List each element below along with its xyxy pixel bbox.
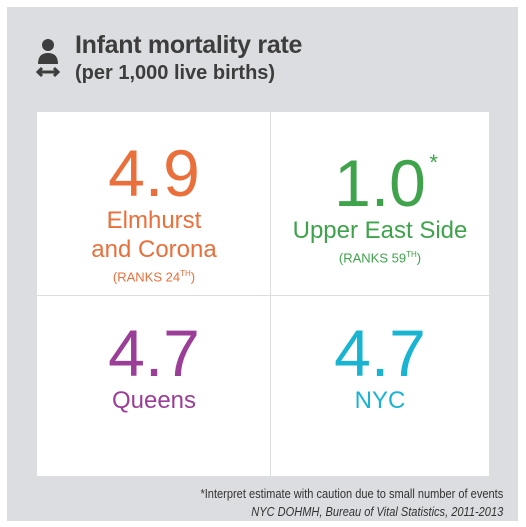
- stat-value: 4.7: [108, 316, 200, 390]
- source: NYC DOHMH, Bureau of Vital Statistics, 2…: [250, 504, 503, 519]
- stat-value: 4.7: [334, 316, 426, 390]
- rank-text: ): [416, 250, 422, 266]
- rank-text: (RANKS 59: [338, 250, 407, 266]
- footer: *Interpret estimate with caution due to …: [200, 486, 503, 519]
- stat-label: Queens: [41, 386, 267, 415]
- stat-value: 1.0 *: [334, 146, 438, 220]
- stat-cell: 4.7 NYC: [267, 320, 493, 415]
- stat-label: NYC: [267, 386, 493, 415]
- stats-grid: 4.9 Elmhurst and Corona (RANKS 24TH) 1.0 * Upp…: [37, 112, 489, 476]
- baby-icon: [36, 39, 61, 78]
- subtitle: (per 1,000 live births): [75, 62, 276, 84]
- rank: (RANKS 24TH): [41, 266, 267, 285]
- stat-cell: 4.9 Elmhurst and Corona (RANKS 24TH): [41, 140, 267, 285]
- footnote: *Interpret estimate with caution due to …: [200, 486, 503, 501]
- label-line: Elmhurst: [106, 207, 202, 234]
- asterisk: *: [429, 150, 438, 175]
- rank: (RANKS 59TH): [267, 247, 493, 266]
- stat-label: Upper East Side: [267, 216, 493, 245]
- label-line: Queens: [111, 387, 197, 414]
- stat-cell: 4.7 Queens: [41, 320, 267, 415]
- rank-text: TH: [406, 250, 417, 259]
- stat-label: Elmhurst and Corona: [41, 206, 267, 264]
- stat-cell: 1.0 * Upper East Side (RANKS 59TH): [267, 150, 493, 266]
- label-line: NYC: [354, 387, 406, 414]
- label-line: and Corona: [91, 236, 217, 263]
- rank-text: TH: [180, 269, 191, 278]
- stat-value: 4.9: [108, 136, 200, 210]
- label-line: Upper East Side: [292, 217, 468, 244]
- divider: [37, 295, 489, 296]
- divider: [270, 112, 271, 476]
- rank-text: ): [190, 269, 196, 285]
- title: Infant mortality rate: [75, 31, 303, 59]
- rank-text: (RANKS 24: [112, 269, 181, 285]
